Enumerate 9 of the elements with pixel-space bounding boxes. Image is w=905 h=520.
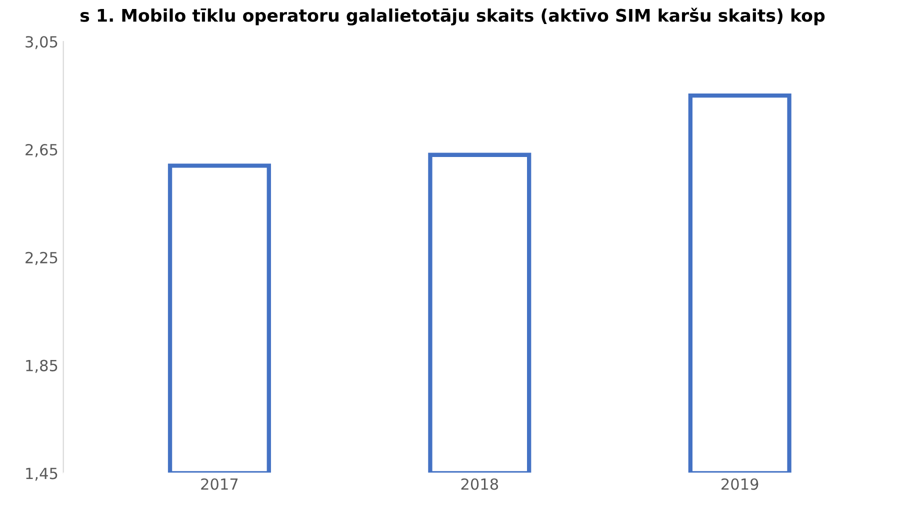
- chart-title: s 1. Mobilo tīklu operatoru galalietotāju skaits (aktīvo SIM karšu skaits) kop: [80, 8, 825, 26]
- y-tick-label: 2,25: [26, 252, 58, 265]
- x-tick-label: 2017: [201, 478, 238, 490]
- y-tick-label: 2,65: [26, 144, 58, 158]
- y-tick-label: 1,85: [26, 360, 58, 373]
- y-tick-label: 3,05: [26, 36, 58, 50]
- x-tick-label: 2018: [461, 478, 498, 490]
- x-tick-label: 2019: [722, 478, 758, 490]
- y-tick-label: 1,45: [26, 468, 58, 481]
